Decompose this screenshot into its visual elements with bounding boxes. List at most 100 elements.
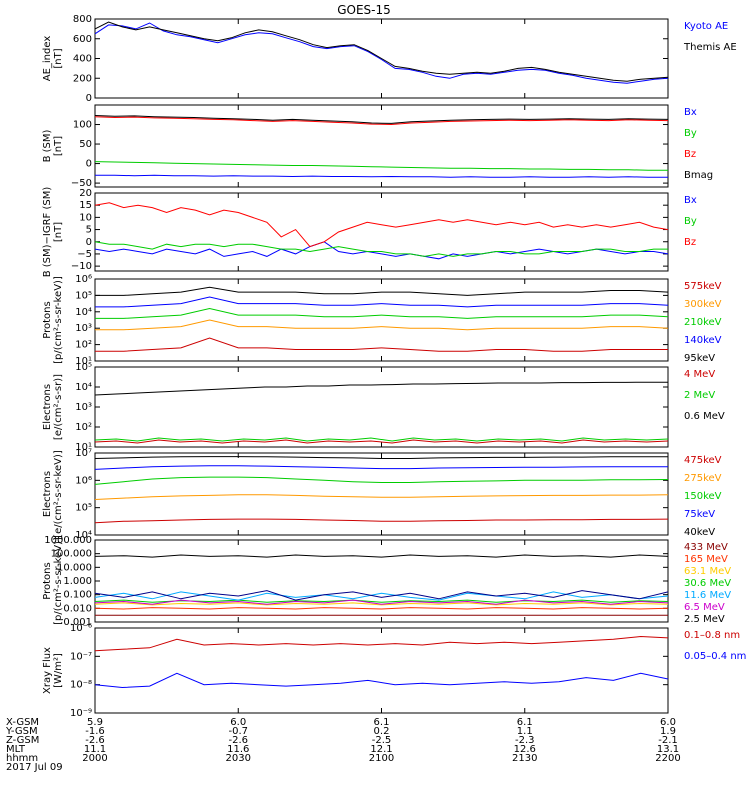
panel-6: 10⁴ 10⁵ 10⁶ 10⁷ Electrons [e/(cm²-s-sr-keV)] 4… bbox=[42, 448, 722, 541]
series-line-165-mev bbox=[94, 607, 669, 610]
orbit-value: 12.6 bbox=[514, 744, 536, 755]
y-tick-label: 10⁵ bbox=[75, 503, 92, 514]
y-axis-label: [e/(cm²-s-sr-keV)] bbox=[53, 450, 64, 538]
orbit-row-label: 2017 Jul 09 bbox=[6, 762, 63, 773]
panel-frame bbox=[94, 192, 669, 272]
orbit-row-label: MLT bbox=[6, 744, 26, 755]
orbit-value: 12.1 bbox=[370, 744, 392, 755]
y-tick-label: 0.010 bbox=[63, 603, 92, 614]
panel-frame bbox=[94, 452, 669, 536]
series-line-bx bbox=[95, 174, 668, 178]
series-line-2-5-mev bbox=[94, 554, 669, 558]
y-tick-label: 10⁻⁶ bbox=[70, 623, 92, 634]
y-axis-label: Protons bbox=[42, 301, 53, 338]
orbit-value: 2100 bbox=[369, 753, 394, 764]
orbit-value: -2.5 bbox=[372, 735, 392, 746]
orbit-value: 6.0 bbox=[660, 717, 676, 728]
series-line-575kev bbox=[95, 337, 668, 352]
legend-entry: Bx bbox=[684, 195, 697, 206]
panel-8: 10⁻⁹ 10⁻⁸ 10⁻⁷ 10⁻⁶ Xray Flux [W/m²] 0.1–0.8 n… bbox=[42, 623, 746, 719]
legend-entry: 0.1–0.8 nm bbox=[684, 630, 740, 641]
y-tick-label: 10⁴ bbox=[75, 307, 92, 318]
series-line-475kev bbox=[94, 518, 669, 524]
legend-entry: 0.05–0.4 nm bbox=[684, 651, 746, 662]
orbit-value: -2.6 bbox=[228, 735, 248, 746]
y-axis-label: B (SM) bbox=[42, 129, 53, 162]
series-line-140kev bbox=[95, 296, 669, 308]
y-axis-label: [p/(cm²-s-sr-keV)] bbox=[53, 276, 64, 364]
orbit-value: 5.9 bbox=[87, 717, 103, 728]
series-line-unnamed bbox=[94, 590, 669, 601]
y-axis-label: [W/m²] bbox=[53, 653, 64, 688]
y-tick-label: 400 bbox=[73, 54, 92, 65]
y-tick-label: 0 bbox=[86, 237, 92, 248]
orbit-value: -0.7 bbox=[228, 726, 248, 737]
y-tick-label: 10⁴ bbox=[75, 382, 92, 393]
orbit-value: 11.6 bbox=[227, 744, 249, 755]
y-tick-label: 0.100 bbox=[63, 590, 92, 601]
y-axis-label: Electrons bbox=[42, 471, 53, 517]
y-tick-label: 5 bbox=[86, 225, 92, 236]
legend-entry: 140keV bbox=[684, 335, 722, 346]
series-line-11-6-mev bbox=[94, 591, 669, 601]
panel-2: −50 0 50 100 B (SM) [nT] Bx By Bz Bmag bbox=[42, 104, 713, 189]
legend-entry: 4 MeV bbox=[684, 369, 715, 380]
y-tick-label: 200 bbox=[73, 73, 92, 84]
legend-entry: 40keV bbox=[684, 527, 715, 538]
y-tick-label: 10⁵ bbox=[75, 290, 92, 301]
y-axis-label: Protons bbox=[42, 562, 53, 599]
legend-entry: 6.5 MeV bbox=[684, 602, 725, 613]
y-axis-label: AE_index bbox=[42, 36, 53, 82]
series-line-bz bbox=[94, 202, 669, 248]
y-tick-label: 10³ bbox=[75, 323, 92, 334]
figure-title: GOES-15 bbox=[337, 3, 391, 17]
series-line-themis-ae bbox=[94, 21, 669, 82]
legend-entry: 2 MeV bbox=[684, 390, 715, 401]
legend-entry: 210keV bbox=[684, 317, 722, 328]
orbit-value: 0.2 bbox=[374, 726, 390, 737]
legend-entry: Bmag bbox=[684, 170, 713, 181]
y-tick-label: 10³ bbox=[75, 402, 92, 413]
orbit-row-label: Z-GSM bbox=[6, 735, 39, 746]
legend-entry: 150keV bbox=[684, 491, 722, 502]
legend-entry: 575keV bbox=[684, 281, 722, 292]
y-tick-label: 10⁶ bbox=[75, 475, 92, 486]
series-line-95kev bbox=[95, 286, 669, 296]
panel-frame bbox=[94, 278, 669, 362]
y-axis-label: Xray Flux bbox=[42, 647, 53, 694]
legend-entry: 75keV bbox=[684, 509, 715, 520]
y-axis-label: Electrons bbox=[42, 384, 53, 430]
orbit-value: -1.6 bbox=[85, 726, 105, 737]
legend-entry: Bz bbox=[684, 149, 696, 160]
legend-entry: 63.1 MeV bbox=[684, 566, 731, 577]
legend-entry: 433 MeV bbox=[684, 542, 728, 553]
series-line-210kev bbox=[95, 307, 669, 319]
y-tick-label: 10⁷ bbox=[75, 448, 92, 459]
panel-frame bbox=[94, 539, 669, 623]
series-line-4-mev bbox=[94, 439, 669, 444]
panel-frame bbox=[94, 366, 669, 448]
y-tick-label: 100 bbox=[73, 120, 92, 131]
y-tick-label: −10 bbox=[71, 261, 92, 272]
legend-entry: 275keV bbox=[684, 473, 722, 484]
y-tick-label: 100.000 bbox=[51, 549, 92, 560]
orbit-value: -2.6 bbox=[85, 735, 105, 746]
series-line-bz bbox=[94, 116, 669, 126]
y-tick-label: 10⁻⁸ bbox=[70, 680, 92, 691]
orbit-value: 11.1 bbox=[84, 744, 106, 755]
y-axis-label: [nT] bbox=[53, 136, 64, 156]
y-tick-label: 1000.000 bbox=[44, 535, 92, 546]
y-tick-label: 1.000 bbox=[63, 576, 92, 587]
series-line-by bbox=[94, 241, 668, 257]
series-line-0-6-mev bbox=[94, 381, 668, 396]
y-tick-label: −50 bbox=[71, 178, 92, 189]
legend-entry: By bbox=[684, 128, 697, 139]
orbit-row-label: Y-GSM bbox=[5, 726, 38, 737]
y-tick-label: 20 bbox=[79, 188, 92, 199]
orbit-value: 13.1 bbox=[657, 744, 679, 755]
y-tick-label: 10⁻⁷ bbox=[70, 651, 92, 662]
